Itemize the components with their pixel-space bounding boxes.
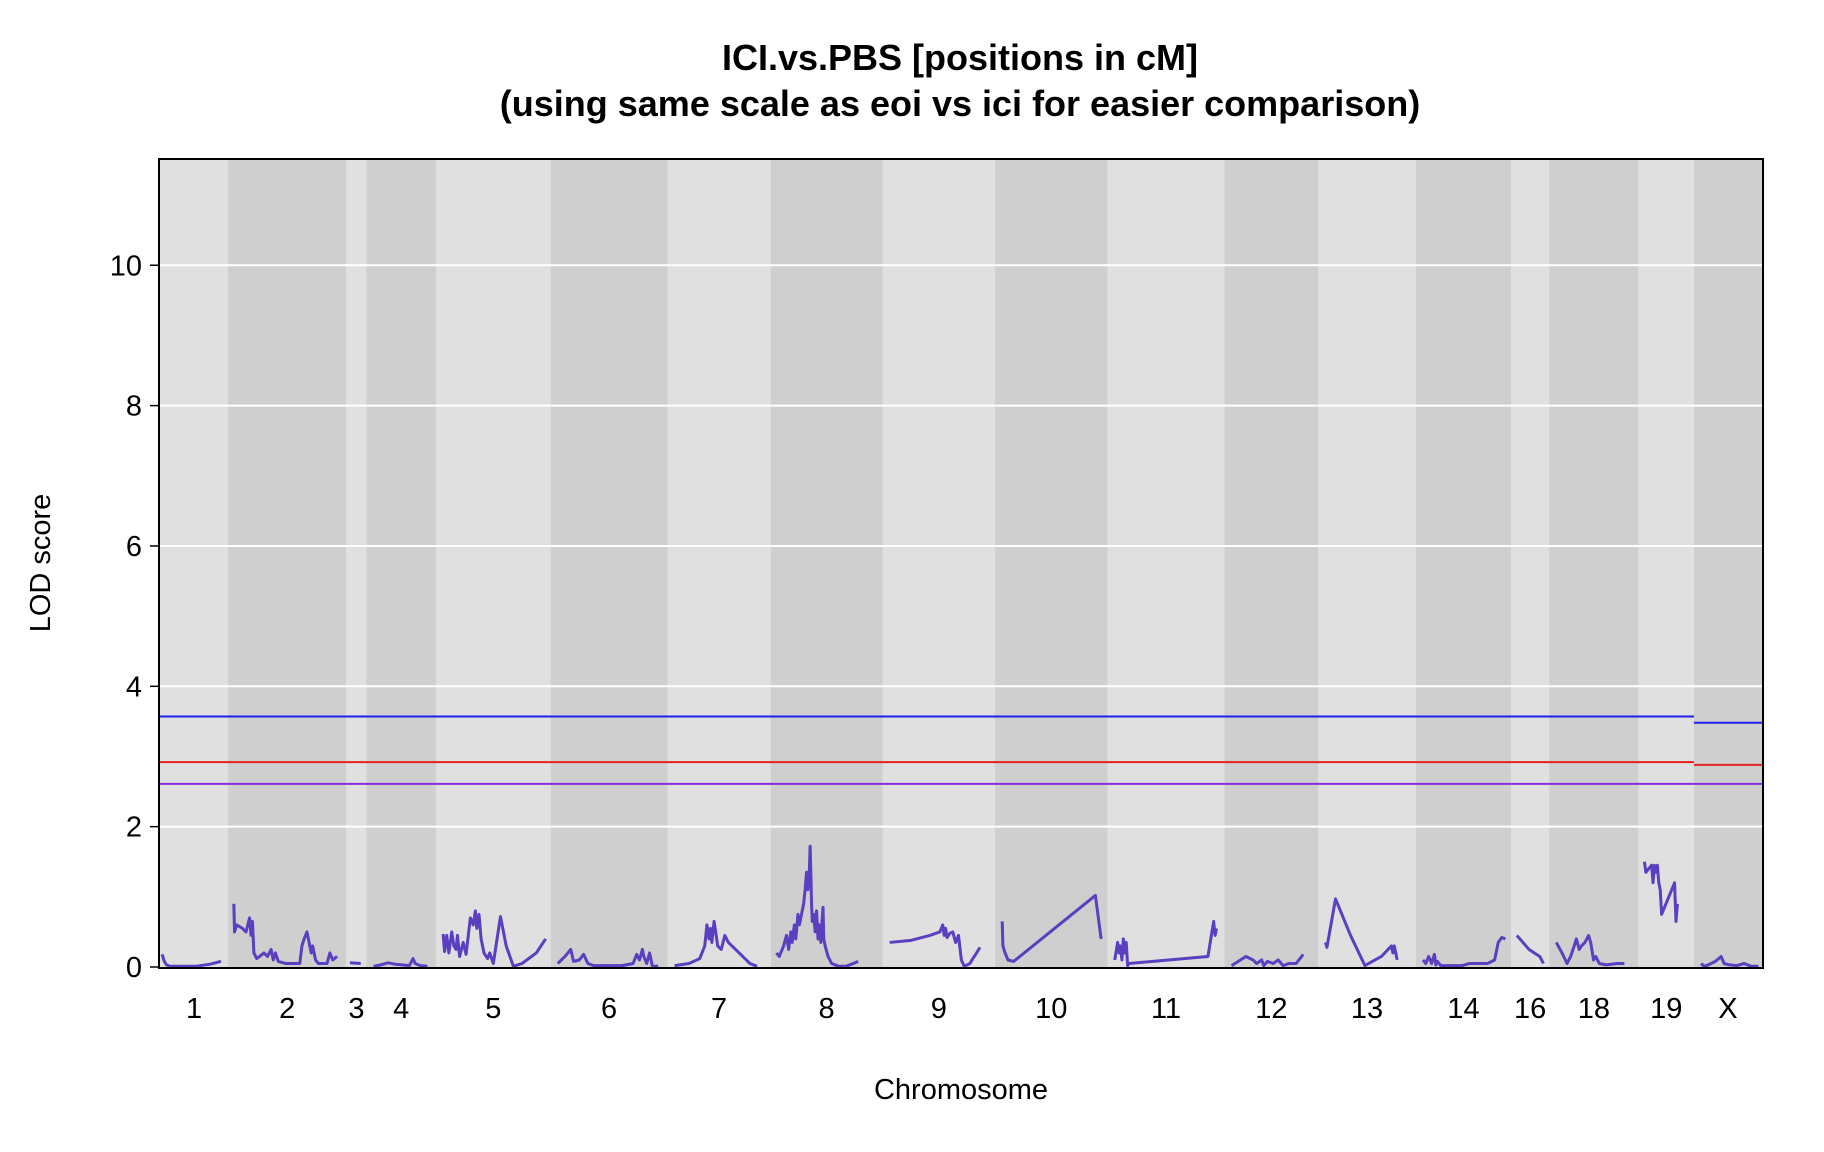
band-chr-4 [366, 160, 436, 967]
x-axis-ticks: 1 2 3 4 5 6 7 8 9 10 11 12 13 14 16 18 19 X [186, 993, 1738, 1025]
lod-curve-chr-4 [373, 957, 428, 968]
band-chr-2 [228, 160, 347, 967]
x-tick-label-chr-X: X [1718, 993, 1737, 1025]
lod-curve-chr-6 [556, 947, 659, 968]
band-chr-6 [550, 160, 668, 967]
x-tick-label-chr-3: 3 [348, 993, 364, 1025]
lod-curve-chr-10 [1000, 893, 1103, 963]
x-tick-label-chr-13: 13 [1351, 993, 1383, 1025]
chart-title-line-1: ICI.vs.PBS [positions in cM] [722, 37, 1198, 78]
x-tick-label-chr-2: 2 [279, 993, 295, 1025]
x-tick-label-chr-5: 5 [485, 993, 501, 1025]
lod-curve-chr-16 [1515, 934, 1545, 965]
plot-frame [158, 158, 1764, 969]
x-tick-label-chr-10: 10 [1035, 993, 1067, 1025]
lod-curve-chr-5 [441, 909, 547, 968]
lod-curve-chr-9 [889, 923, 982, 968]
band-chr-10 [995, 160, 1108, 967]
lod-curve-chr-12 [1230, 953, 1305, 968]
lod-curve-chr-7 [674, 919, 758, 968]
lod-curve-chr-2 [232, 903, 338, 965]
y-tick-label-2: 2 [126, 812, 142, 844]
band-chr-1 [160, 160, 229, 967]
band-chr-18 [1549, 160, 1639, 967]
x-tick-label-chr-7: 7 [711, 993, 727, 1025]
band-chr-5 [435, 160, 551, 967]
x-tick-label-chr-1: 1 [186, 993, 202, 1025]
threshold-lines [160, 715, 1762, 785]
lod-curve-chr-8 [775, 844, 859, 968]
x-tick-label-chr-14: 14 [1447, 993, 1479, 1025]
lod-curve-chr-14 [1421, 936, 1506, 968]
band-chr-16 [1511, 160, 1550, 967]
x-tick-label-chr-11: 11 [1151, 993, 1181, 1025]
band-chr-19 [1638, 160, 1694, 967]
x-tick-label-chr-12: 12 [1255, 993, 1287, 1025]
y-tick-label-4: 4 [126, 671, 142, 703]
y-tick-label-0: 0 [126, 952, 142, 984]
chromosome-bands [160, 160, 1762, 967]
band-chr-12 [1224, 160, 1319, 967]
lod-curve-chr-13 [1324, 897, 1399, 968]
x-tick-label-chr-19: 19 [1650, 993, 1682, 1025]
x-tick-label-chr-18: 18 [1578, 993, 1610, 1025]
band-chr-7 [667, 160, 771, 967]
band-chr-3 [346, 160, 367, 967]
lod-curve-chr-18 [1554, 933, 1625, 967]
lod-curve-chr-19 [1642, 861, 1679, 923]
y-tick-label-10: 10 [110, 250, 142, 282]
lod-curve-chr-1 [160, 953, 222, 968]
y-axis-label: LOD score [25, 494, 57, 633]
y-axis-ticks: 0 2 4 6 8 10 [110, 250, 160, 984]
band-chr-11 [1107, 160, 1225, 967]
lod-curve-chr-3 [349, 961, 361, 965]
lod-curve-chr-11 [1113, 919, 1219, 968]
x-tick-label-chr-8: 8 [819, 993, 835, 1025]
y-tick-label-6: 6 [126, 531, 142, 563]
x-axis-label: Chromosome [874, 1074, 1048, 1106]
band-chr-14 [1415, 160, 1512, 967]
y-tick-label-8: 8 [126, 391, 142, 423]
band-chr-8 [770, 160, 883, 967]
lod-series [160, 844, 1759, 968]
band-chr-13 [1318, 160, 1416, 967]
band-chr-X [1693, 160, 1762, 967]
lod-curve-chr-X [1700, 954, 1759, 968]
x-tick-label-chr-4: 4 [393, 993, 409, 1025]
x-tick-label-chr-16: 16 [1514, 993, 1546, 1025]
gridlines [160, 264, 1762, 828]
band-chr-9 [882, 160, 996, 967]
chart-title-line-2: (using same scale as eoi vs ici for easi… [500, 83, 1420, 124]
x-tick-label-chr-9: 9 [931, 993, 947, 1025]
x-tick-label-chr-6: 6 [601, 993, 617, 1025]
